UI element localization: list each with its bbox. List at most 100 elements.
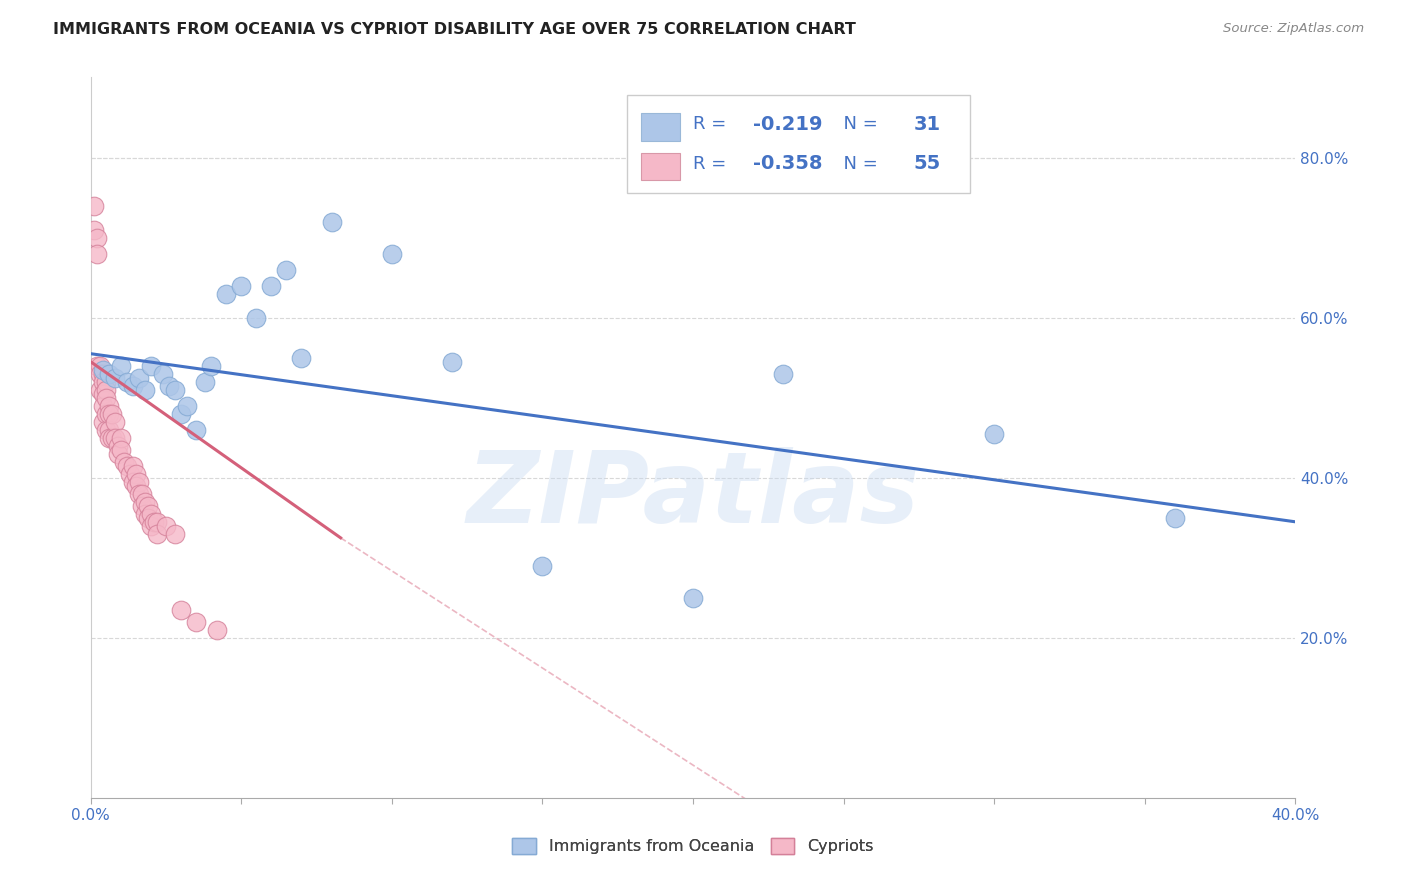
Point <box>91 367 114 381</box>
Point <box>89 383 111 397</box>
Point <box>104 415 127 429</box>
Point <box>155 518 177 533</box>
Point <box>152 367 174 381</box>
Point <box>128 370 150 384</box>
FancyBboxPatch shape <box>641 113 679 141</box>
Point <box>86 246 108 260</box>
Point <box>142 515 165 529</box>
Point <box>260 278 283 293</box>
Text: -0.358: -0.358 <box>754 154 823 173</box>
Point <box>94 391 117 405</box>
Point <box>231 278 253 293</box>
Point <box>91 386 114 401</box>
Point <box>86 230 108 244</box>
Text: N =: N = <box>831 115 883 133</box>
Point <box>86 359 108 373</box>
Text: R =: R = <box>693 155 733 173</box>
Point <box>83 222 105 236</box>
Legend: Immigrants from Oceania, Cypriots: Immigrants from Oceania, Cypriots <box>505 830 882 863</box>
Point <box>200 359 222 373</box>
FancyBboxPatch shape <box>627 95 970 193</box>
Point <box>682 591 704 605</box>
Text: ZIPatlas: ZIPatlas <box>467 447 920 544</box>
Point <box>772 367 794 381</box>
Point <box>134 383 156 397</box>
Point <box>128 475 150 489</box>
Point <box>176 399 198 413</box>
Point <box>134 495 156 509</box>
Point <box>94 383 117 397</box>
Point <box>112 455 135 469</box>
Text: N =: N = <box>831 155 883 173</box>
Point <box>91 399 114 413</box>
Point <box>321 214 343 228</box>
Point <box>170 407 193 421</box>
Point <box>97 399 120 413</box>
Point <box>1164 511 1187 525</box>
Point <box>381 246 404 260</box>
Point <box>134 507 156 521</box>
Point <box>531 558 554 573</box>
Point <box>107 447 129 461</box>
Point <box>91 375 114 389</box>
Text: 31: 31 <box>914 115 941 134</box>
Point <box>245 310 267 325</box>
Point <box>131 487 153 501</box>
Point <box>157 378 180 392</box>
Point <box>91 415 114 429</box>
Point <box>97 431 120 445</box>
Point <box>125 467 148 481</box>
Point <box>94 423 117 437</box>
Point <box>194 375 217 389</box>
FancyBboxPatch shape <box>641 153 679 180</box>
Point <box>441 354 464 368</box>
Text: Source: ZipAtlas.com: Source: ZipAtlas.com <box>1223 22 1364 36</box>
Point <box>118 467 141 481</box>
Point <box>146 526 169 541</box>
Point <box>146 515 169 529</box>
Point <box>115 375 138 389</box>
Point <box>290 351 312 365</box>
Point <box>91 362 114 376</box>
Point <box>121 475 143 489</box>
Point <box>110 431 132 445</box>
Point <box>276 262 298 277</box>
Point <box>97 407 120 421</box>
Point <box>170 603 193 617</box>
Point <box>104 431 127 445</box>
Point <box>121 458 143 473</box>
Point <box>163 526 186 541</box>
Point <box>110 359 132 373</box>
Point <box>136 499 159 513</box>
Point <box>100 431 122 445</box>
Point <box>83 198 105 212</box>
Point <box>128 487 150 501</box>
Point <box>110 442 132 457</box>
Point <box>94 375 117 389</box>
Point <box>139 359 162 373</box>
Point <box>100 407 122 421</box>
Point <box>107 439 129 453</box>
Point <box>215 286 238 301</box>
Text: IMMIGRANTS FROM OCEANIA VS CYPRIOT DISABILITY AGE OVER 75 CORRELATION CHART: IMMIGRANTS FROM OCEANIA VS CYPRIOT DISAB… <box>53 22 856 37</box>
Point <box>97 423 120 437</box>
Point <box>89 359 111 373</box>
Point <box>94 407 117 421</box>
Point <box>89 367 111 381</box>
Point <box>163 383 186 397</box>
Point <box>184 615 207 629</box>
Point <box>184 423 207 437</box>
Point <box>139 518 162 533</box>
Point <box>97 367 120 381</box>
Point <box>136 511 159 525</box>
Point <box>121 378 143 392</box>
Point <box>125 479 148 493</box>
Text: -0.219: -0.219 <box>754 115 823 134</box>
Point <box>205 623 228 637</box>
Point <box>139 507 162 521</box>
Point <box>115 458 138 473</box>
Point <box>104 370 127 384</box>
Point <box>983 426 1005 441</box>
Point <box>131 499 153 513</box>
Text: 55: 55 <box>914 154 941 173</box>
